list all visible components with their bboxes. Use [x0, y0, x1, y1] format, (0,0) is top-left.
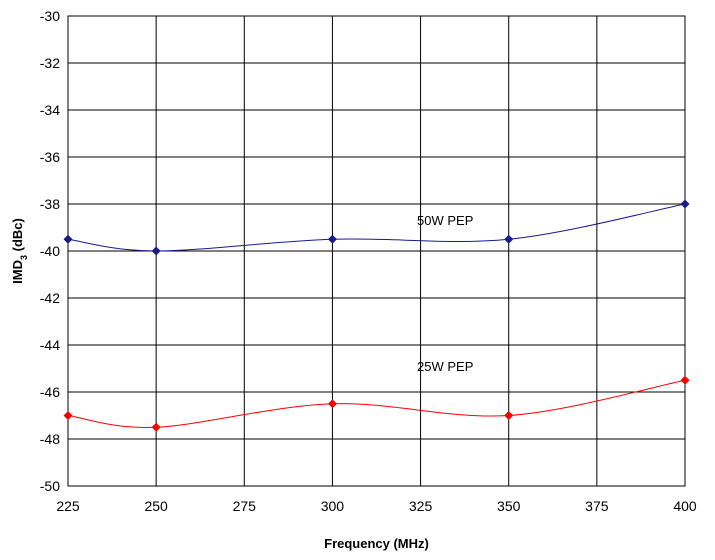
y-tick-label: -32 [40, 55, 60, 71]
x-tick-label: 275 [233, 498, 257, 514]
data-point-25w-pep [504, 411, 514, 420]
data-point-25w-pep [680, 375, 690, 385]
y-tick-label: -30 [40, 8, 60, 24]
data-point-50w-pep [504, 234, 514, 244]
data-point-50w-pep [327, 234, 337, 244]
x-axis-tick-labels: 225 250 275 300 325 350 375 400 [56, 498, 697, 514]
y-tick-label: -38 [40, 196, 60, 212]
y-axis-title: IMD3 (dBc) [10, 218, 29, 284]
series-annotations: 50W PEP 25W PEP [417, 213, 473, 374]
x-axis-title: Frequency (MHz) [324, 536, 429, 551]
series-25w-pep [63, 375, 690, 432]
series-50w-pep [63, 199, 690, 256]
x-tick-label: 225 [56, 498, 80, 514]
x-tick-label: 325 [409, 498, 433, 514]
y-axis-tick-labels: -30 -32 -34 -36 -38 -40 -42 -44 -46 -48 -50 [40, 8, 60, 494]
data-point-25w-pep [327, 399, 337, 409]
x-tick-label: 300 [321, 498, 345, 514]
y-tick-label: -46 [40, 384, 60, 400]
y-axis-title-subscript: 3 [19, 255, 29, 260]
data-point-25w-pep [63, 411, 73, 420]
data-point-50w-pep [151, 246, 161, 256]
data-point-50w-pep [63, 234, 73, 244]
y-tick-label: -36 [40, 149, 60, 165]
series-annotation-label: 25W PEP [417, 359, 473, 374]
y-axis-title-suffix: (dBc) [10, 218, 25, 255]
y-tick-label: -50 [40, 478, 60, 494]
y-tick-label: -34 [40, 102, 60, 118]
data-point-25w-pep [151, 422, 161, 432]
y-tick-label: -44 [40, 337, 60, 353]
y-axis-title-main: IMD [10, 260, 25, 284]
y-tick-label: -48 [40, 431, 60, 447]
y-tick-label: -40 [40, 243, 60, 259]
x-tick-label: 250 [144, 498, 168, 514]
x-tick-label: 400 [673, 498, 697, 514]
series-line-25w-pep [67, 379, 686, 428]
y-tick-label: -42 [40, 290, 60, 306]
series-line-50w-pep [67, 203, 686, 252]
x-tick-label: 350 [497, 498, 521, 514]
series-annotation-label: 50W PEP [417, 213, 473, 228]
plot-border [67, 15, 686, 487]
data-point-50w-pep [680, 199, 690, 209]
x-tick-label: 375 [585, 498, 609, 514]
data-series [63, 199, 690, 432]
